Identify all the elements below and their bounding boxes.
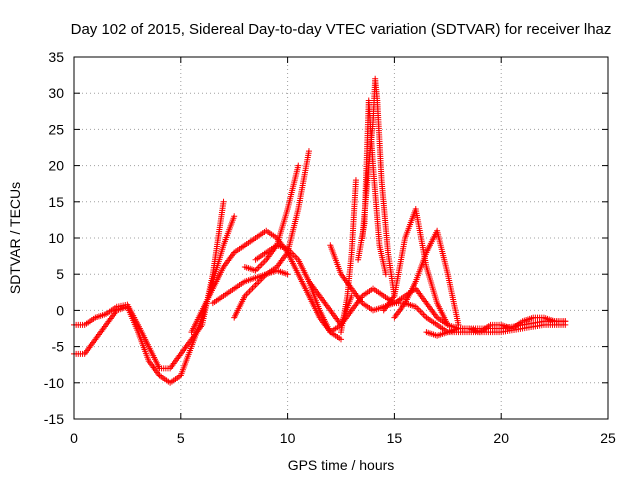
data-point: [382, 271, 389, 278]
y-tick-label: 25: [48, 121, 64, 137]
series-track-14: [391, 227, 462, 328]
data-point: [255, 278, 262, 285]
grid-lines: [74, 57, 608, 419]
series-track-2: [71, 213, 238, 386]
y-tick-label: 15: [48, 194, 64, 210]
data-point: [257, 262, 264, 269]
data-point: [220, 198, 227, 205]
data-point: [251, 283, 258, 290]
y-tick-label: 35: [48, 49, 64, 65]
data-point: [244, 289, 251, 296]
data-point: [261, 258, 268, 265]
series-track-5: [231, 267, 291, 321]
y-tick-label: -15: [44, 411, 64, 427]
axis-tick-labels: 0 5 10 15 20 25 -15 -10 -5 0 5 10 15 20 25 30 35: [44, 49, 616, 446]
y-tick-label: -5: [52, 339, 65, 355]
y-axis-label: SDTVAR / TECUs: [7, 182, 23, 294]
y-tick-label: 10: [48, 230, 64, 246]
y-tick-label: 5: [56, 266, 64, 282]
data-point: [421, 313, 428, 320]
data-point: [246, 288, 253, 295]
series-track-6: [241, 162, 302, 274]
y-tick-label: 0: [56, 302, 64, 318]
data-point: [254, 280, 261, 287]
data-point: [284, 271, 291, 278]
series-track-11: [359, 75, 398, 299]
series-track-10: [338, 177, 359, 336]
data-point: [420, 311, 427, 318]
series-track-13: [380, 206, 451, 328]
data-point: [352, 177, 359, 184]
data-points: [71, 75, 569, 386]
data-point: [252, 282, 259, 289]
data-point: [231, 213, 238, 220]
data-point: [292, 253, 299, 260]
x-tick-label: 0: [70, 430, 78, 446]
data-point: [418, 309, 425, 316]
x-tick-label: 20: [493, 430, 509, 446]
data-point: [338, 336, 344, 343]
data-point: [249, 285, 256, 292]
x-tick-label: 25: [600, 430, 616, 446]
y-tick-label: 30: [48, 85, 64, 101]
chart-title: Day 102 of 2015, Sidereal Day-to-day VTE…: [71, 21, 612, 38]
series-track-12: [355, 97, 389, 278]
data-point: [247, 286, 254, 293]
data-point: [258, 261, 265, 268]
axis-ticks: [73, 56, 609, 420]
data-point: [260, 259, 267, 266]
series-track-15: [423, 314, 569, 339]
data-point: [562, 318, 569, 325]
y-tick-label: -10: [44, 375, 64, 391]
series-track-3: [188, 227, 355, 336]
data-point: [305, 148, 312, 155]
data-point: [415, 306, 422, 313]
data-point: [417, 308, 424, 315]
data-point: [444, 321, 451, 328]
y-tick-label: 20: [48, 158, 64, 174]
x-tick-label: 15: [387, 430, 403, 446]
series-track-1: [71, 198, 227, 372]
x-tick-label: 10: [280, 430, 296, 446]
x-axis-label: GPS time / hours: [288, 457, 395, 473]
data-point: [295, 162, 302, 169]
x-tick-label: 5: [177, 430, 185, 446]
data-point: [254, 266, 261, 273]
